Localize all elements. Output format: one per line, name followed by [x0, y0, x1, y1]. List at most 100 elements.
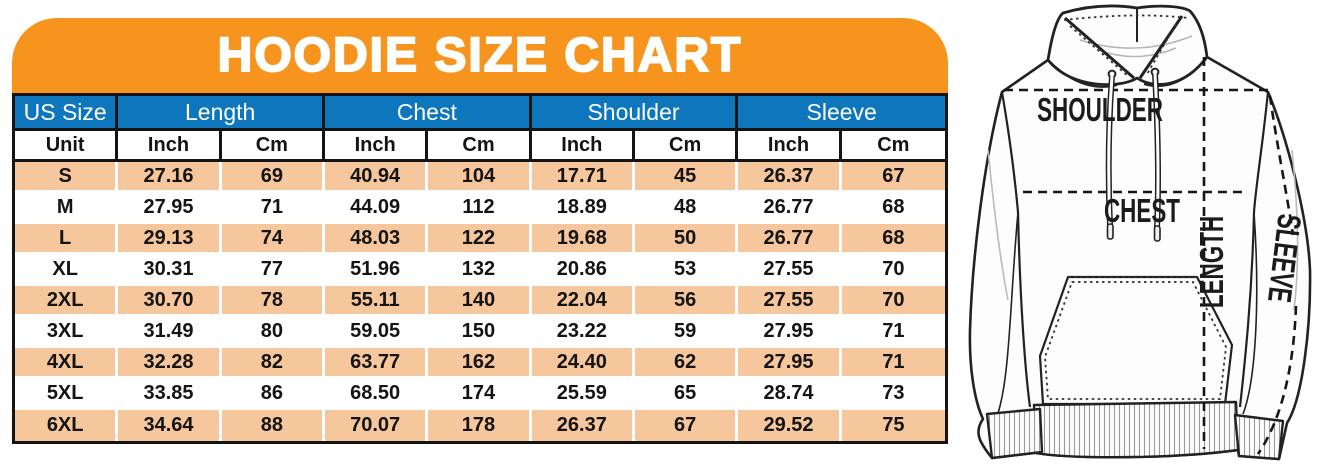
size-cell: 18.89 [531, 193, 635, 224]
size-cell: 178 [428, 410, 532, 441]
size-cell: 26.37 [531, 410, 635, 441]
size-cell: 62 [635, 348, 739, 379]
size-cell: 25.59 [531, 379, 635, 410]
size-row-label: XL [15, 255, 119, 286]
unit-header: Inch [325, 131, 429, 162]
measurement-labels: SHOULDER CHEST LENGTH SLEEVE [1037, 91, 1309, 309]
size-cell: 22.04 [531, 286, 635, 317]
unit-header: Unit [15, 131, 119, 162]
size-cell: 71 [221, 193, 325, 224]
size-row-label: M [15, 193, 119, 224]
hoodie-measurement-diagram: SHOULDER CHEST LENGTH SLEEVE [952, 0, 1317, 465]
size-cell: 68 [841, 193, 945, 224]
chest-label: CHEST [1104, 192, 1180, 229]
sleeve-line-bottom [1256, 305, 1298, 455]
drawstrings [1105, 67, 1162, 242]
sleeve-line-top [1268, 95, 1295, 236]
ribbed-hem-and-cuffs [985, 400, 1285, 461]
size-row-label: L [15, 224, 119, 255]
size-cell: 27.95 [738, 348, 842, 379]
unit-header: Inch [118, 131, 222, 162]
size-cell: 28.74 [738, 379, 842, 410]
size-cell: 140 [428, 286, 532, 317]
size-cell: 53 [635, 255, 739, 286]
size-chart-panel: HOODIE SIZE CHART US Size Length Chest S… [12, 18, 948, 444]
size-cell: 63.77 [325, 348, 429, 379]
size-cell: 26.77 [738, 224, 842, 255]
size-cell: 45 [635, 162, 739, 193]
size-cell: 88 [221, 410, 325, 441]
column-group-sleeve: Sleeve [738, 96, 945, 131]
size-cell: 33.85 [118, 379, 222, 410]
size-cell: 17.71 [531, 162, 635, 193]
size-cell: 27.55 [738, 255, 842, 286]
size-cell: 73 [841, 379, 945, 410]
unit-header: Cm [428, 131, 532, 162]
size-row-label: S [15, 162, 119, 193]
size-cell: 71 [841, 317, 945, 348]
size-cell: 27.95 [118, 193, 222, 224]
size-cell: 30.31 [118, 255, 222, 286]
size-cell: 30.70 [118, 286, 222, 317]
size-cell: 59 [635, 317, 739, 348]
size-cell: 174 [428, 379, 532, 410]
size-cell: 69 [221, 162, 325, 193]
shoulder-label: SHOULDER [1037, 91, 1163, 128]
size-row-label: 2XL [15, 286, 119, 317]
size-cell: 68 [841, 224, 945, 255]
size-cell: 70 [841, 286, 945, 317]
size-cell: 26.77 [738, 193, 842, 224]
column-group-us-size: US Size [15, 96, 119, 131]
unit-header: Inch [738, 131, 842, 162]
size-cell: 86 [221, 379, 325, 410]
size-cell: 65 [635, 379, 739, 410]
size-cell: 162 [428, 348, 532, 379]
size-cell: 44.09 [325, 193, 429, 224]
size-cell: 70.07 [325, 410, 429, 441]
size-cell: 68.50 [325, 379, 429, 410]
column-group-shoulder: Shoulder [531, 96, 739, 131]
size-cell: 82 [221, 348, 325, 379]
size-cell: 26.37 [738, 162, 842, 193]
size-cell: 70 [841, 255, 945, 286]
size-cell: 29.13 [118, 224, 222, 255]
size-cell: 112 [428, 193, 532, 224]
size-cell: 32.28 [118, 348, 222, 379]
size-cell: 132 [428, 255, 532, 286]
size-cell: 27.95 [738, 317, 842, 348]
size-cell: 24.40 [531, 348, 635, 379]
unit-header: Cm [841, 131, 945, 162]
size-cell: 51.96 [325, 255, 429, 286]
size-cell: 71 [841, 348, 945, 379]
column-group-chest: Chest [325, 96, 532, 131]
size-cell: 150 [428, 317, 532, 348]
size-cell: 48.03 [325, 224, 429, 255]
size-cell: 27.16 [118, 162, 222, 193]
size-cell: 31.49 [118, 317, 222, 348]
size-cell: 67 [635, 410, 739, 441]
size-cell: 48 [635, 193, 739, 224]
size-cell: 74 [221, 224, 325, 255]
size-cell: 40.94 [325, 162, 429, 193]
size-cell: 77 [221, 255, 325, 286]
size-row-label: 3XL [15, 317, 119, 348]
size-row-label: 5XL [15, 379, 119, 410]
size-cell: 122 [428, 224, 532, 255]
size-cell: 80 [221, 317, 325, 348]
measurement-lines [1004, 57, 1298, 455]
size-cell: 19.68 [531, 224, 635, 255]
size-row-label: 6XL [15, 410, 119, 441]
page-title: HOODIE SIZE CHART [217, 28, 743, 83]
size-cell: 75 [841, 410, 945, 441]
size-cell: 50 [635, 224, 739, 255]
unit-header: Cm [221, 131, 325, 162]
size-cell: 55.11 [325, 286, 429, 317]
length-label: LENGTH [1193, 216, 1230, 308]
size-cell: 20.86 [531, 255, 635, 286]
size-cell: 104 [428, 162, 532, 193]
size-cell: 34.64 [118, 410, 222, 441]
unit-header: Cm [635, 131, 739, 162]
size-cell: 56 [635, 286, 739, 317]
size-cell: 78 [221, 286, 325, 317]
